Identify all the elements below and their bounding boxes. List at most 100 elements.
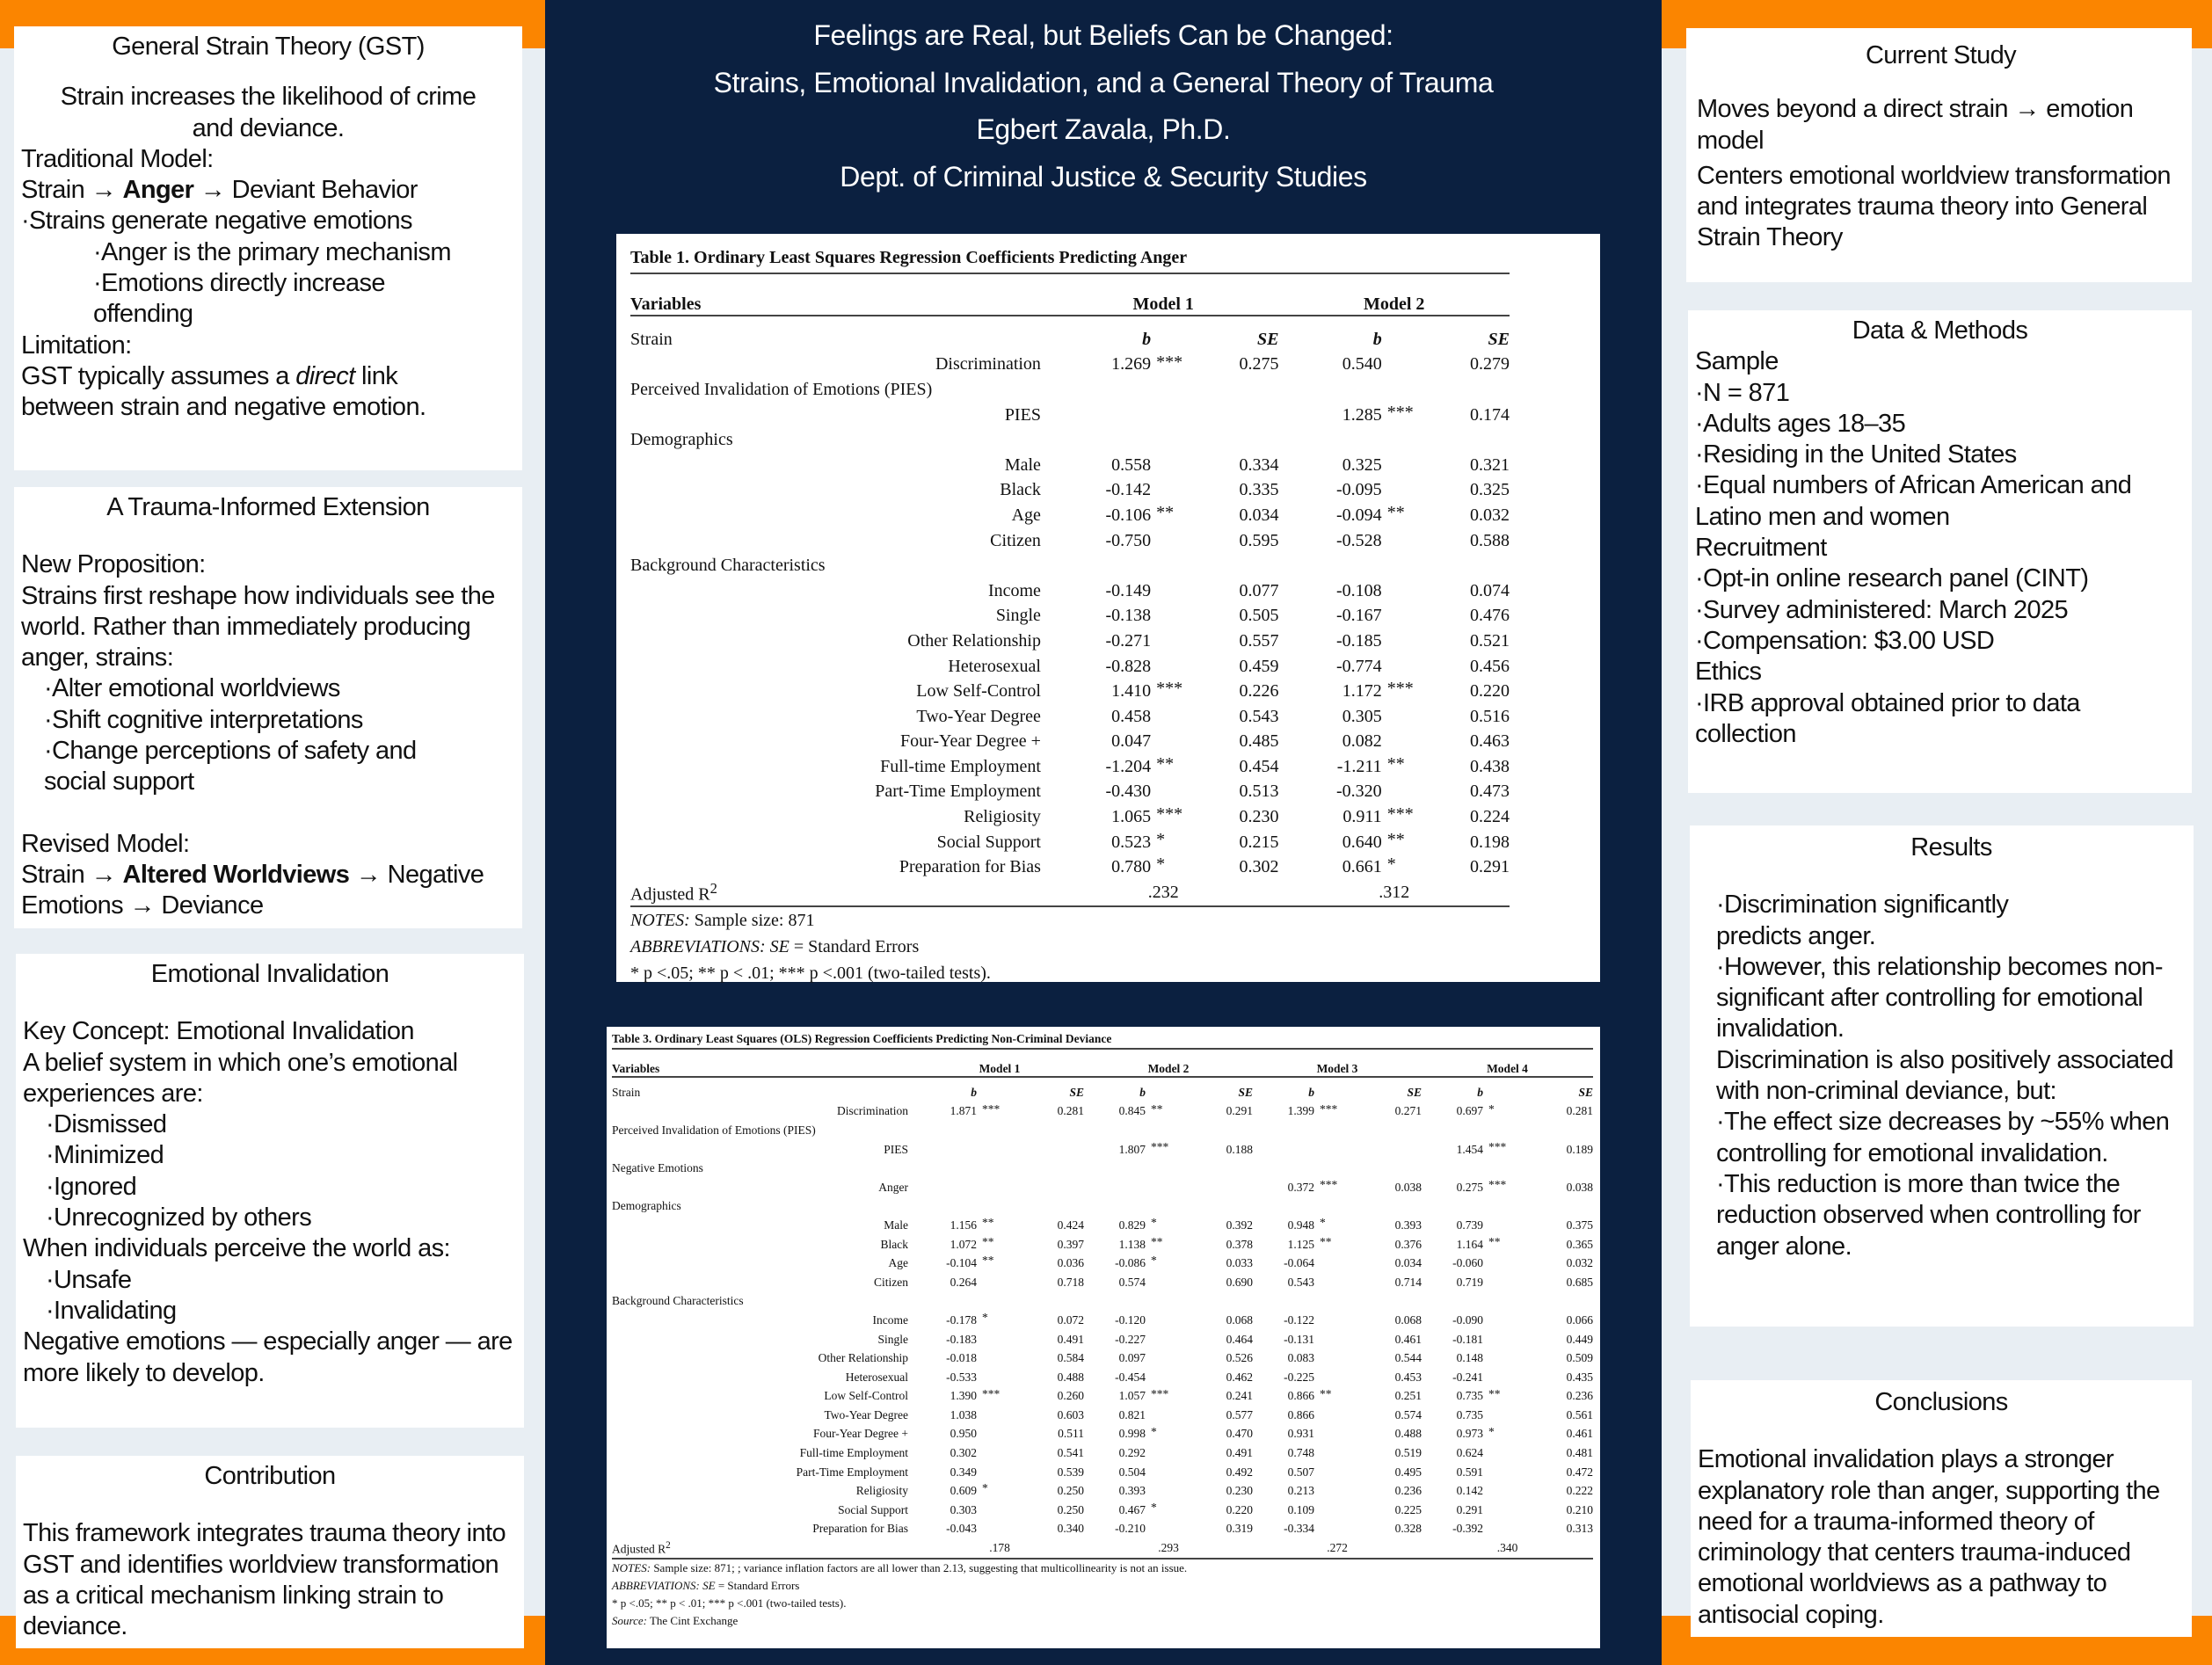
coefficient-b: 0.303 <box>950 1502 977 1516</box>
coefficient-b: -0.167 <box>1336 606 1382 626</box>
se-column-header: SE <box>1238 1085 1253 1099</box>
coefficient-b <box>915 1140 977 1160</box>
table-section-row: Demographics <box>612 1197 1593 1217</box>
adjusted-r2-value: .178 <box>915 1538 1084 1560</box>
table-section-row: Negative Emotions <box>612 1159 1593 1178</box>
adjusted-r2-text: Adjusted R <box>630 884 710 905</box>
significance-stars <box>1314 1406 1350 1425</box>
significance-stars <box>1151 730 1186 755</box>
standard-error: 0.313 <box>1566 1522 1593 1536</box>
significance-stars: ** <box>1156 503 1175 523</box>
coefficient-b: 0.148 <box>1456 1351 1483 1365</box>
significance-stars <box>1382 780 1417 805</box>
standard-error: 0.251 <box>1394 1389 1422 1403</box>
significance-stars <box>1382 604 1417 629</box>
significance-stars: ** <box>1386 754 1405 774</box>
significance-stars <box>1382 353 1417 378</box>
coefficient-b: -1.211 <box>1336 756 1382 776</box>
standard-error: 0.230 <box>1239 807 1279 827</box>
table3-title: Table 3. Ordinary Least Squares (OLS) Re… <box>612 1030 1593 1050</box>
significance-stars: *** <box>982 1386 1000 1400</box>
variable-label: Low Self-Control <box>824 1389 908 1403</box>
revised-model: Strain → Altered Worldviews → Negative E… <box>21 860 515 922</box>
coefficient-b: 1.065 <box>1111 807 1152 827</box>
standard-error: 0.462 <box>1226 1370 1253 1384</box>
gst-intro: Strain increases the likelihood of crime… <box>60 83 477 142</box>
section-label: Strain <box>612 1085 641 1099</box>
standard-error: 0.481 <box>1566 1446 1593 1460</box>
table3-model-header: Model 3 <box>1253 1049 1422 1078</box>
coefficient-b: 0.574 <box>1118 1275 1146 1289</box>
standard-error: 0.378 <box>1226 1237 1253 1251</box>
significance-stars: ** <box>1386 503 1405 523</box>
bullet: ·Anger is the primary mechanism <box>93 237 451 266</box>
panel-title: A Trauma-Informed Extension <box>106 493 430 521</box>
empty-cell <box>1422 1197 1593 1217</box>
coefficient-b: 1.410 <box>1111 681 1152 702</box>
standard-error: 0.281 <box>1057 1104 1084 1118</box>
significance-stars <box>977 1501 1012 1520</box>
standard-error: 0.224 <box>1470 807 1510 827</box>
note-text: * p <.05; ** p < .01; *** p <.001 (two-t… <box>612 1596 847 1610</box>
standard-error: 0.241 <box>1226 1389 1253 1403</box>
key-concept: Key Concept: Emotional Invalidation <box>23 1016 517 1047</box>
standard-error: 0.557 <box>1239 630 1279 651</box>
standard-error: 0.225 <box>1394 1502 1422 1516</box>
significance-stars: *** <box>1320 1102 1338 1116</box>
coefficient-b: 0.866 <box>1287 1389 1314 1403</box>
model-text: → Negative Emotions → Deviance <box>21 860 484 920</box>
note-text: * p <.05; ** p < .01; *** p <.001 (two-t… <box>630 963 991 983</box>
bullet: ·Compensation: $3.00 USD <box>1695 626 1995 655</box>
significance-stars <box>1146 1520 1181 1539</box>
bullet: ·Adults ages 18–35 <box>1695 409 1906 438</box>
coefficient-b: -0.750 <box>1105 530 1152 550</box>
significance-stars <box>1382 629 1417 654</box>
note-label: ABBREVIATIONS: SE <box>630 936 789 956</box>
significance-stars <box>1151 629 1186 654</box>
section-label: Demographics <box>630 430 733 450</box>
variable-label: Male <box>1004 454 1041 475</box>
coefficient-b: 0.275 <box>1456 1180 1483 1194</box>
standard-error: 0.511 <box>1058 1427 1084 1441</box>
model-text: Strain → <box>21 860 123 889</box>
coefficient-b: 0.325 <box>1342 454 1382 475</box>
variable-label: Discrimination <box>935 354 1041 374</box>
standard-error: 0.435 <box>1566 1370 1593 1384</box>
empty-cell <box>1084 1292 1253 1312</box>
variable-label: Two-Year Degree <box>916 706 1041 726</box>
significance-stars <box>1483 1349 1518 1368</box>
table-section-row: Strain b SE b SE <box>630 327 1510 353</box>
standard-error: 0.226 <box>1239 681 1279 702</box>
coefficient-b: -0.320 <box>1336 782 1382 802</box>
coefficient-b: 0.640 <box>1342 832 1382 852</box>
significance-stars: ** <box>982 1254 994 1268</box>
standard-error: 0.220 <box>1470 681 1510 702</box>
significance-stars <box>1151 604 1186 629</box>
coefficient-b: -0.064 <box>1284 1256 1314 1270</box>
variable-label: Social Support <box>838 1502 908 1516</box>
standard-error: 0.526 <box>1226 1351 1253 1365</box>
table-row: PIES 1.285 *** 0.174 <box>630 403 1510 428</box>
significance-stars <box>1382 730 1417 755</box>
table1-notes: NOTES: Sample size: 871 ABBREVIATIONS: SE… <box>630 907 1600 986</box>
coefficient-b: -0.227 <box>1115 1332 1146 1346</box>
table1-model-header: Model 1 <box>1047 273 1279 316</box>
variable-label: Heterosexual <box>948 656 1041 676</box>
significance-stars: * <box>1151 1424 1157 1438</box>
coefficient-b: 0.931 <box>1287 1427 1314 1441</box>
table-section-row: Background Characteristics <box>612 1292 1593 1312</box>
table-row: Black 1.072 ** 0.397 1.138 ** 0.378 1.125 ** 0.37… <box>612 1234 1594 1254</box>
standard-error: 0.438 <box>1470 756 1510 776</box>
bullet: ·Minimized <box>46 1141 164 1170</box>
coefficient-b: -0.104 <box>946 1256 977 1270</box>
coefficient-b: 0.543 <box>1287 1275 1314 1289</box>
significance-stars: ** <box>1488 1234 1501 1248</box>
empty-cell <box>1422 1121 1593 1140</box>
variable-label: Other Relationship <box>907 630 1041 651</box>
se-column-header: SE <box>1488 329 1510 349</box>
coefficient-b: 1.454 <box>1456 1142 1483 1156</box>
significance-stars <box>1382 654 1417 680</box>
text: link between strain and negative emotion… <box>21 361 426 422</box>
coefficient-b: 0.372 <box>1287 1180 1314 1194</box>
conclusions-panel: Conclusions Emotional invalidation plays… <box>1691 1380 2192 1637</box>
